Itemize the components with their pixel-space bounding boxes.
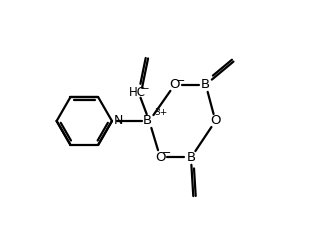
Text: O: O (169, 78, 180, 91)
Text: O: O (155, 151, 165, 164)
Text: 3+: 3+ (155, 108, 168, 117)
Text: O: O (210, 114, 221, 128)
Text: N: N (114, 114, 123, 128)
Text: −: − (141, 84, 150, 94)
Text: −: − (176, 76, 185, 86)
Text: HC: HC (129, 86, 146, 99)
Text: B: B (187, 151, 196, 164)
Text: −: − (162, 149, 171, 159)
Text: B: B (201, 78, 210, 91)
Text: B: B (143, 114, 152, 128)
